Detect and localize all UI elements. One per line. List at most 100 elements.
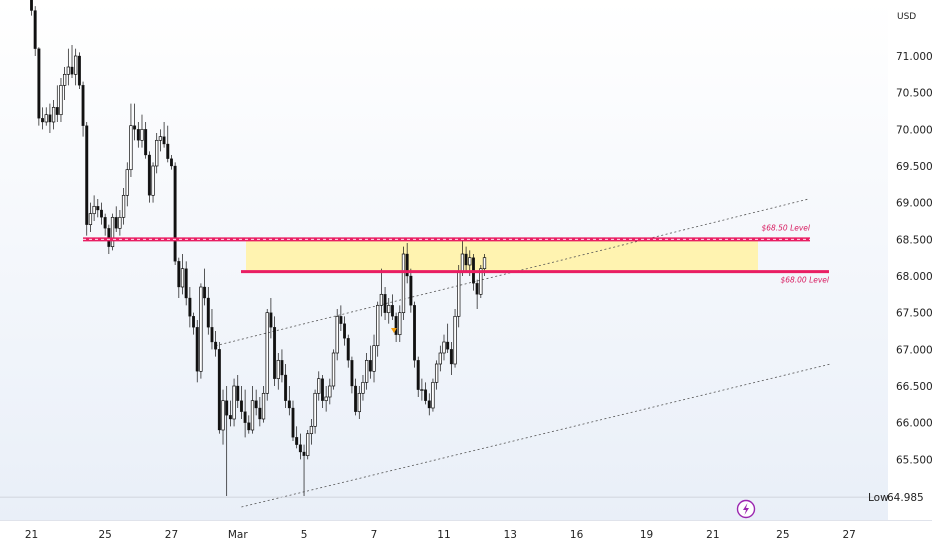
candle[interactable] (361, 375, 365, 401)
candle[interactable] (110, 213, 115, 251)
candle[interactable] (203, 268, 207, 306)
candle[interactable] (48, 103, 52, 133)
candle[interactable] (88, 202, 93, 232)
candle[interactable] (228, 400, 232, 427)
candle[interactable] (365, 353, 369, 390)
candle[interactable] (346, 334, 350, 368)
level-68-00[interactable]: $68.00 Level (241, 270, 830, 285)
candle[interactable] (232, 378, 236, 427)
candle[interactable] (446, 323, 450, 353)
candle[interactable] (192, 312, 196, 335)
candle[interactable] (125, 162, 129, 207)
candle[interactable] (453, 309, 457, 368)
candle[interactable] (269, 298, 273, 339)
candle[interactable] (118, 210, 122, 236)
candle[interactable] (236, 375, 240, 408)
candle[interactable] (217, 342, 221, 434)
candle[interactable] (464, 246, 468, 273)
candle[interactable] (390, 294, 394, 320)
candle[interactable] (372, 334, 376, 383)
candle[interactable] (214, 331, 218, 357)
candle[interactable] (55, 85, 59, 122)
candle[interactable] (81, 81, 85, 137)
candle[interactable] (41, 107, 44, 130)
candle[interactable] (173, 162, 177, 265)
candle[interactable] (376, 301, 380, 357)
candle[interactable] (420, 378, 424, 401)
candle[interactable] (449, 342, 453, 375)
candle[interactable] (44, 107, 48, 126)
candle[interactable] (273, 316, 277, 386)
candle[interactable] (166, 125, 170, 163)
candle[interactable] (199, 283, 203, 379)
candle[interactable] (92, 195, 96, 221)
candle[interactable] (313, 389, 317, 434)
candle[interactable] (51, 100, 56, 130)
candle[interactable] (302, 444, 306, 496)
candle[interactable] (70, 45, 74, 78)
candle[interactable] (103, 213, 107, 236)
candle[interactable] (317, 371, 321, 401)
candle[interactable] (239, 386, 243, 419)
candle[interactable] (247, 415, 251, 434)
candle[interactable] (339, 305, 343, 331)
candle[interactable] (133, 103, 137, 141)
candle[interactable] (254, 389, 258, 416)
candle[interactable] (309, 419, 314, 445)
candle[interactable] (74, 48, 78, 86)
candle[interactable] (188, 287, 192, 328)
candle[interactable] (114, 206, 118, 232)
candle[interactable] (129, 103, 133, 177)
level-68-50[interactable]: $68.50 Level (83, 223, 811, 242)
candle[interactable] (33, 6, 37, 56)
candle[interactable] (324, 386, 328, 412)
candle[interactable] (261, 386, 266, 423)
candle[interactable] (258, 397, 262, 427)
candle[interactable] (59, 78, 63, 122)
candle[interactable] (479, 265, 483, 298)
candle[interactable] (136, 122, 140, 148)
candle[interactable] (427, 393, 431, 416)
candle[interactable] (155, 133, 159, 174)
candle[interactable] (416, 356, 420, 397)
candle[interactable] (409, 268, 413, 313)
candle[interactable] (140, 114, 144, 148)
candle[interactable] (144, 122, 148, 159)
candle[interactable] (147, 151, 151, 203)
candle[interactable] (195, 320, 199, 383)
candle[interactable] (379, 268, 384, 317)
candle[interactable] (357, 386, 361, 419)
candle[interactable] (100, 202, 103, 225)
candle[interactable] (295, 426, 299, 449)
candle[interactable] (405, 243, 409, 284)
candle[interactable] (62, 67, 67, 100)
candle[interactable] (206, 287, 210, 335)
candle[interactable] (85, 122, 89, 236)
candle[interactable] (328, 378, 332, 405)
candle[interactable] (434, 360, 439, 390)
candle[interactable] (210, 309, 214, 350)
candle[interactable] (298, 433, 302, 460)
candle[interactable] (284, 364, 288, 408)
candle[interactable] (66, 48, 70, 86)
candle[interactable] (96, 199, 100, 218)
candle[interactable] (401, 246, 406, 320)
candle[interactable] (350, 356, 354, 394)
candle[interactable] (343, 316, 347, 346)
lightning-icon[interactable] (736, 499, 756, 519)
candle[interactable] (276, 353, 280, 390)
candle[interactable] (398, 305, 402, 342)
candle[interactable] (184, 261, 188, 306)
candle[interactable] (180, 254, 185, 295)
candle[interactable] (438, 345, 442, 372)
candle[interactable] (162, 122, 166, 148)
candle[interactable] (151, 162, 155, 203)
candle[interactable] (250, 386, 255, 434)
candle[interactable] (331, 349, 336, 390)
candle[interactable] (475, 279, 479, 309)
candle[interactable] (354, 378, 358, 416)
candle[interactable] (177, 257, 181, 298)
candle[interactable] (383, 287, 387, 320)
candle[interactable] (387, 298, 391, 324)
candle[interactable] (243, 389, 247, 438)
